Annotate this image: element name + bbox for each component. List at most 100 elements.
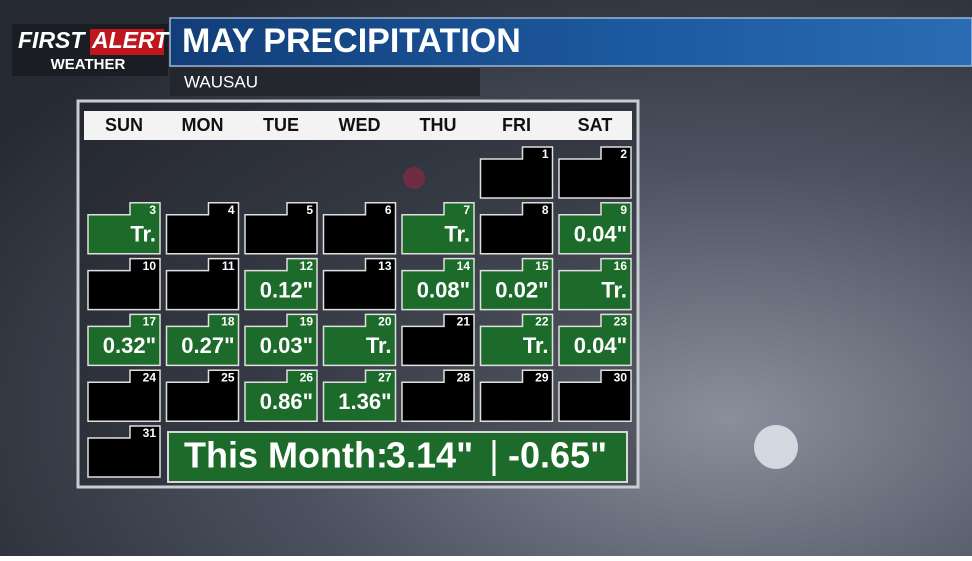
precip-amount: 0.08" [417,277,470,302]
empty-cell [479,146,554,199]
background-light [403,167,425,189]
day-number: 28 [457,370,471,384]
empty-cell [87,369,161,422]
logo-alert: ALERT [91,27,170,53]
weekday-label: TUE [263,115,299,135]
precip-amount: Tr. [523,333,549,358]
precip-cell [558,313,632,367]
precip-amount: 0.04" [574,222,627,247]
day-number: 7 [463,203,470,217]
location-bar [170,68,480,96]
day-number: 31 [143,426,157,440]
day-number: 16 [614,259,628,273]
empty-cell [165,202,240,255]
day-number: 1 [542,147,549,161]
day-number: 24 [143,370,157,384]
precip-cell [558,202,632,255]
day-number: 11 [222,259,235,273]
day-number: 17 [143,315,157,329]
precip-amount: 0.27" [181,333,234,358]
day-number: 19 [300,315,314,329]
location: WAUSAU [184,72,258,91]
summary-label: This Month: [184,435,388,476]
day-number: 29 [535,370,549,384]
logo-alert-box [90,29,164,55]
empty-cell [401,313,475,367]
weekday-label: WED [339,115,381,135]
day-number: 26 [300,370,314,384]
precip-amount: Tr. [366,333,392,358]
precip-cell [401,202,475,255]
precip-cell [479,313,554,367]
precip-amount: 0.04" [574,333,627,358]
precip-amount: 0.03" [260,333,313,358]
logo-first: FIRST [18,27,86,53]
precip-amount: 1.36" [338,389,391,414]
weekday-label: MON [182,115,224,135]
empty-cell [479,369,554,422]
precip-amount: Tr. [601,277,627,302]
day-number: 2 [620,147,627,161]
precip-cell [322,313,397,367]
title: MAY PRECIPITATION [182,22,521,60]
precip-cell [244,257,318,311]
precip-cell [244,313,318,367]
precip-cell [87,313,161,367]
empty-cell [401,369,475,422]
precip-cell [165,313,240,367]
precip-amount: Tr. [130,222,156,247]
precip-cell [87,202,161,255]
background-light [754,425,798,469]
empty-cell [87,425,161,478]
precip-amount: 0.02" [495,277,548,302]
day-number: 20 [378,315,392,329]
day-number: 27 [378,370,392,384]
empty-cell [322,257,397,311]
weekday-header [84,111,632,140]
weekday-label: SAT [578,115,613,135]
empty-cell [558,146,632,199]
summary-departure: -0.65" [508,435,607,476]
precip-cell [479,257,554,311]
day-number: 21 [457,315,471,329]
summary-box [167,431,628,483]
weekday-label: SUN [105,115,143,135]
empty-cell [87,257,161,311]
empty-cell [165,369,240,422]
precip-amount: 0.12" [260,277,313,302]
day-number: 18 [221,315,235,329]
summary-total: 3.14" [386,435,473,476]
precip-cell [558,257,632,311]
precip-amount: 0.86" [260,389,313,414]
day-number: 8 [542,203,549,217]
day-number: 5 [306,203,313,217]
day-number: 10 [143,259,157,273]
day-number: 3 [149,203,156,217]
empty-cell [479,202,554,255]
day-number: 15 [535,259,549,273]
day-number: 6 [385,203,392,217]
day-number: 30 [614,370,628,384]
empty-cell [244,202,318,255]
day-number: 13 [378,259,392,273]
precip-cell [244,369,318,422]
day-number: 12 [300,259,314,273]
weekday-label: THU [420,115,457,135]
empty-cell [558,369,632,422]
precip-cell [322,369,397,422]
day-number: 23 [614,315,628,329]
day-number: 14 [457,259,471,273]
empty-cell [165,257,240,311]
day-number: 4 [228,203,235,217]
logo-weather: WEATHER [51,56,126,73]
precip-amount: 0.32" [103,333,156,358]
day-number: 22 [535,315,549,329]
day-number: 25 [221,370,235,384]
weekday-label: FRI [502,115,531,135]
precip-amount: Tr. [444,222,470,247]
title-bar [169,17,972,67]
empty-cell [322,202,397,255]
precip-cell [401,257,475,311]
day-number: 9 [620,203,627,217]
